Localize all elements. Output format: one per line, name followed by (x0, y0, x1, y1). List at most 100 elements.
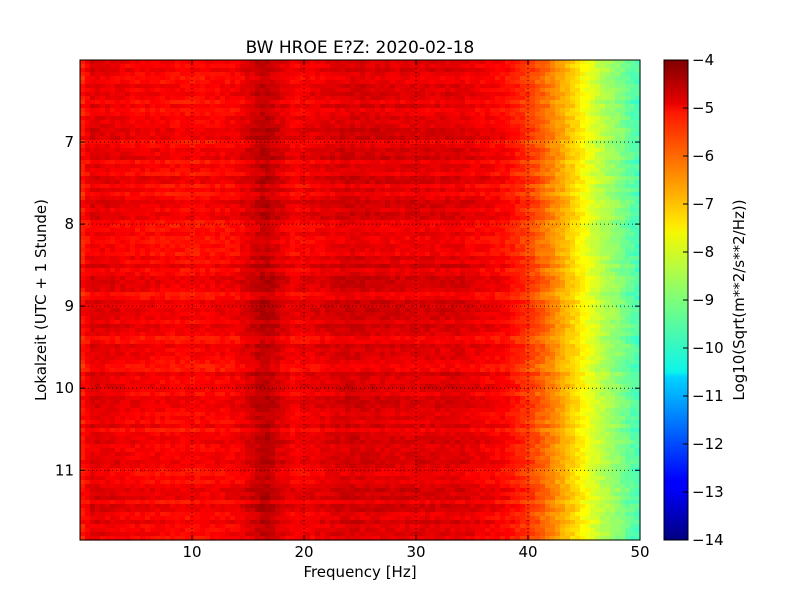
heatmap-cell (125, 120, 131, 125)
heatmap-cell (420, 76, 426, 81)
heatmap-cell (395, 148, 401, 153)
heatmap-cell (160, 220, 166, 225)
heatmap-cell (560, 184, 566, 189)
heatmap-cell (210, 116, 216, 121)
heatmap-cell (595, 120, 601, 125)
heatmap-cell (130, 60, 136, 65)
heatmap-cell (390, 208, 396, 213)
heatmap-cell (405, 120, 411, 125)
heatmap-cell (225, 84, 231, 89)
heatmap-cell (250, 236, 256, 241)
heatmap-cell (380, 172, 386, 177)
heatmap-cell (455, 192, 461, 197)
heatmap-cell (430, 136, 436, 141)
heatmap-cells (80, 60, 641, 541)
heatmap-cell (590, 84, 596, 89)
heatmap-cell (125, 68, 131, 73)
heatmap-cell (290, 192, 296, 197)
heatmap-cell (400, 156, 406, 161)
heatmap-cell (500, 60, 506, 65)
heatmap-cell (80, 72, 86, 77)
heatmap-cell (160, 196, 166, 201)
heatmap-cell (595, 164, 601, 169)
heatmap-cell (340, 100, 346, 105)
heatmap-cell (160, 84, 166, 89)
heatmap-cell (255, 108, 261, 113)
heatmap-cell (385, 108, 391, 113)
heatmap-cell (305, 220, 311, 225)
heatmap-cell (380, 116, 386, 121)
heatmap-cell (600, 116, 606, 121)
heatmap-cell (510, 188, 516, 193)
heatmap-cell (425, 96, 431, 101)
heatmap-cell (635, 152, 641, 157)
heatmap-cell (280, 192, 286, 197)
heatmap-cell (260, 188, 266, 193)
heatmap-cell (530, 104, 536, 109)
heatmap-cell (225, 120, 231, 125)
heatmap-cell (520, 212, 526, 217)
heatmap-cell (210, 220, 216, 225)
heatmap-cell (370, 224, 376, 229)
heatmap-cell (130, 104, 136, 109)
heatmap-cell (510, 108, 516, 113)
heatmap-cell (625, 64, 631, 69)
heatmap-cell (575, 112, 581, 117)
heatmap-cell (455, 204, 461, 209)
heatmap-cell (580, 156, 586, 161)
heatmap-cell (525, 224, 531, 229)
heatmap-cell (265, 184, 271, 189)
heatmap-cell (545, 192, 551, 197)
heatmap-cell (380, 196, 386, 201)
heatmap-cell (360, 156, 366, 161)
heatmap-cell (515, 84, 521, 89)
heatmap-cell (460, 232, 466, 237)
heatmap-cell (385, 100, 391, 105)
heatmap-cell (270, 144, 276, 149)
heatmap-cell (505, 68, 511, 73)
heatmap-cell (545, 148, 551, 153)
heatmap-cell (450, 220, 456, 225)
heatmap-cell (220, 68, 226, 73)
heatmap-cell (220, 188, 226, 193)
heatmap-cell (280, 216, 286, 221)
heatmap-cell (280, 188, 286, 193)
heatmap-cell (175, 124, 181, 129)
heatmap-cell (280, 64, 286, 69)
heatmap-cell (425, 184, 431, 189)
heatmap-cell (535, 72, 541, 77)
heatmap-cell (505, 104, 511, 109)
heatmap-cell (130, 116, 136, 121)
heatmap-cell (265, 164, 271, 169)
heatmap-cell (465, 84, 471, 89)
heatmap-cell (365, 72, 371, 77)
heatmap-cell (210, 228, 216, 233)
heatmap-cell (200, 84, 206, 89)
heatmap-cell (245, 144, 251, 149)
heatmap-cell (395, 160, 401, 165)
heatmap-cell (620, 232, 626, 237)
heatmap-cell (380, 168, 386, 173)
heatmap-cell (270, 164, 276, 169)
heatmap-cell (105, 156, 111, 161)
heatmap-cell (510, 112, 516, 117)
heatmap-cell (610, 152, 616, 157)
heatmap-cell (155, 80, 161, 85)
heatmap-cell (350, 84, 356, 89)
heatmap-cell (400, 64, 406, 69)
heatmap-cell (560, 212, 566, 217)
heatmap-cell (460, 92, 466, 97)
heatmap-cell (80, 172, 86, 177)
heatmap-cell (480, 116, 486, 121)
heatmap-cell (455, 172, 461, 177)
heatmap-cell (375, 132, 381, 137)
heatmap-cell (580, 148, 586, 153)
heatmap-cell (295, 132, 301, 137)
heatmap-cell (355, 92, 361, 97)
heatmap-cell (615, 112, 621, 117)
heatmap-cell (395, 96, 401, 101)
heatmap-cell (420, 68, 426, 73)
heatmap-cell (480, 128, 486, 133)
heatmap-cell (415, 100, 421, 105)
heatmap-cell (485, 216, 491, 221)
